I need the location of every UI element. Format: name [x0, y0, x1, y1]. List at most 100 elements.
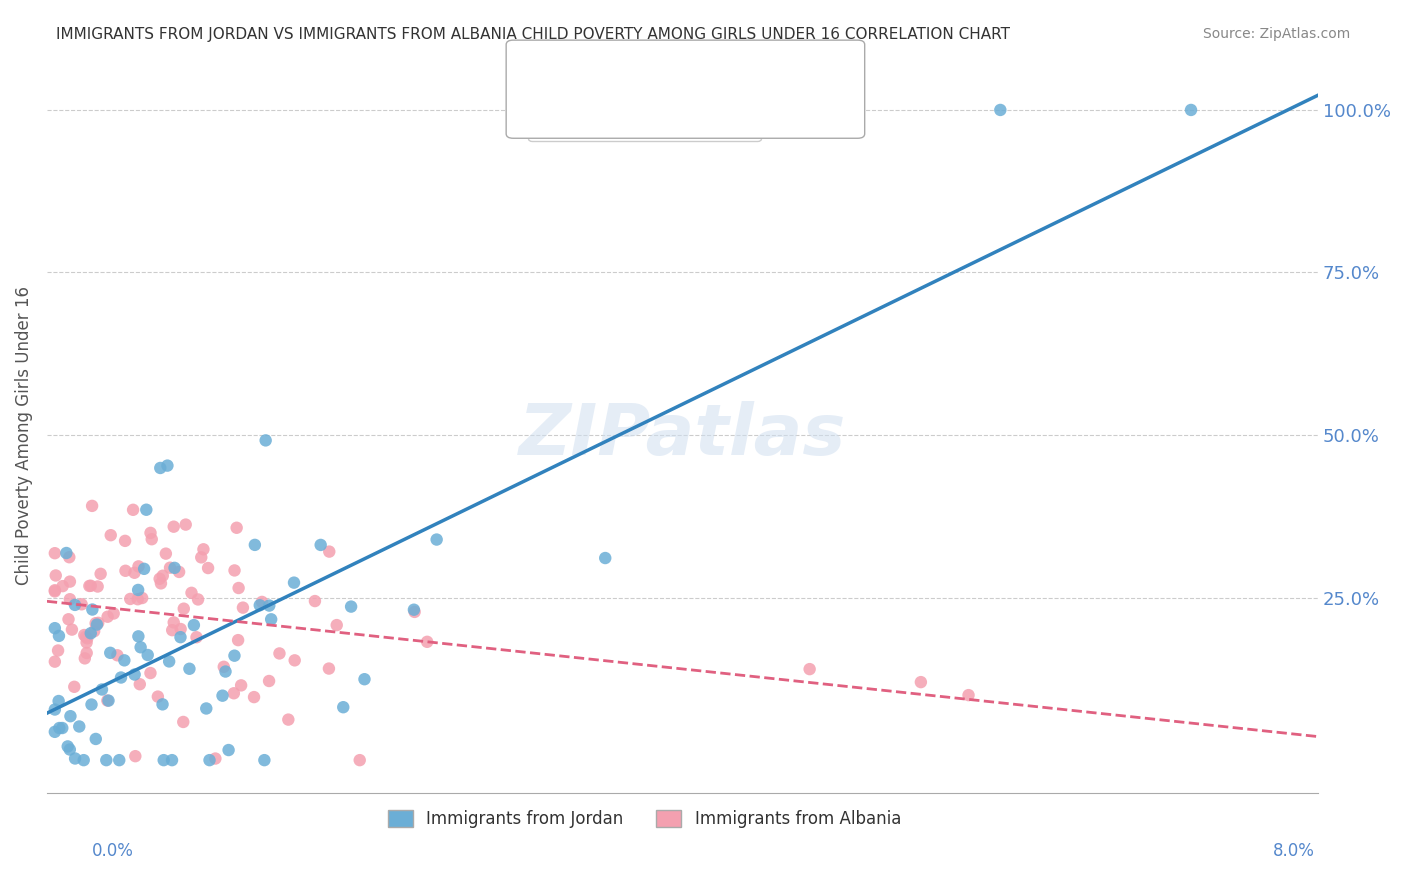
Immigrants from Jordan	[80, 698, 103, 712]
Immigrants from Albania	[180, 586, 202, 600]
Immigrants from Albania	[60, 623, 83, 637]
Immigrants from Albania	[226, 633, 249, 648]
Immigrants from Jordan	[91, 682, 114, 697]
Immigrants from Jordan	[157, 654, 180, 668]
Immigrants from Jordan	[152, 698, 174, 712]
Immigrants from Jordan	[48, 721, 70, 735]
Immigrants from Albania	[149, 572, 172, 586]
Immigrants from Jordan	[169, 630, 191, 644]
Immigrants from Albania	[243, 690, 266, 705]
Immigrants from Jordan	[253, 753, 276, 767]
Immigrants from Albania	[44, 584, 66, 599]
Immigrants from Albania	[97, 609, 120, 624]
Immigrants from Albania	[141, 532, 163, 546]
Immigrants from Jordan	[108, 753, 131, 767]
Immigrants from Jordan	[198, 753, 221, 767]
Immigrants from Jordan	[132, 562, 155, 576]
Immigrants from Albania	[204, 751, 226, 765]
Immigrants from Albania	[304, 594, 326, 608]
Immigrants from Jordan	[127, 582, 149, 597]
Immigrants from Albania	[163, 519, 186, 533]
Immigrants from Jordan	[183, 618, 205, 632]
Immigrants from Jordan	[259, 599, 281, 613]
Immigrants from Albania	[193, 542, 215, 557]
Immigrants from Albania	[73, 628, 96, 642]
Immigrants from Albania	[44, 583, 66, 598]
Immigrants from Albania	[59, 592, 82, 607]
Text: Source: ZipAtlas.com: Source: ZipAtlas.com	[1202, 27, 1350, 41]
Immigrants from Jordan	[44, 702, 66, 716]
Immigrants from Jordan	[48, 694, 70, 708]
Text: 8.0%: 8.0%	[1272, 842, 1315, 860]
Immigrants from Albania	[163, 615, 186, 630]
Immigrants from Jordan	[112, 653, 135, 667]
Immigrants from Jordan	[84, 731, 107, 746]
Immigrants from Albania	[100, 528, 122, 542]
Immigrants from Jordan	[98, 646, 121, 660]
Immigrants from Albania	[79, 579, 101, 593]
Immigrants from Jordan	[135, 502, 157, 516]
Immigrants from Albania	[44, 546, 66, 560]
Immigrants from Albania	[173, 601, 195, 615]
Immigrants from Albania	[63, 680, 86, 694]
Immigrants from Albania	[76, 646, 98, 660]
Immigrants from Albania	[257, 673, 280, 688]
Immigrants from Albania	[269, 647, 291, 661]
Immigrants from Jordan	[332, 700, 354, 714]
Immigrants from Jordan	[249, 599, 271, 613]
Immigrants from Jordan	[195, 701, 218, 715]
Immigrants from Albania	[59, 574, 82, 589]
Immigrants from Albania	[186, 630, 208, 644]
Immigrants from Albania	[277, 713, 299, 727]
Immigrants from Jordan	[59, 742, 82, 756]
Immigrants from Albania	[172, 714, 194, 729]
Immigrants from Jordan	[67, 719, 90, 733]
Immigrants from Albania	[139, 666, 162, 681]
Immigrants from Albania	[284, 653, 307, 667]
Immigrants from Jordan	[309, 538, 332, 552]
Immigrants from Albania	[318, 662, 340, 676]
Immigrants from Albania	[124, 749, 146, 764]
Immigrants from Jordan	[136, 648, 159, 662]
Immigrants from Jordan	[96, 753, 118, 767]
Immigrants from Albania	[197, 561, 219, 575]
Immigrants from Jordan	[224, 648, 246, 663]
Immigrants from Jordan	[214, 665, 236, 679]
Immigrants from Jordan	[63, 751, 86, 765]
Immigrants from Albania	[82, 499, 104, 513]
Immigrants from Jordan	[149, 461, 172, 475]
Immigrants from Albania	[58, 550, 80, 565]
Immigrants from Jordan	[82, 602, 104, 616]
Immigrants from Albania	[160, 623, 183, 637]
Immigrants from Albania	[122, 503, 145, 517]
Immigrants from Jordan	[426, 533, 449, 547]
Immigrants from Albania	[187, 592, 209, 607]
Immigrants from Albania	[128, 559, 150, 574]
Immigrants from Albania	[120, 591, 142, 606]
Immigrants from Albania	[90, 566, 112, 581]
Immigrants from Albania	[174, 517, 197, 532]
Immigrants from Albania	[404, 605, 426, 619]
Immigrants from Jordan	[55, 546, 77, 560]
Immigrants from Jordan	[353, 672, 375, 686]
Immigrants from Albania	[44, 655, 66, 669]
Immigrants from Albania	[114, 564, 136, 578]
Immigrants from Albania	[224, 563, 246, 577]
Immigrants from Jordan	[127, 629, 149, 643]
Immigrants from Jordan	[110, 671, 132, 685]
Immigrants from Albania	[167, 565, 190, 579]
Immigrants from Jordan	[152, 753, 174, 767]
Immigrants from Albania	[127, 592, 149, 607]
Immigrants from Jordan	[254, 434, 277, 448]
Immigrants from Albania	[155, 547, 177, 561]
Immigrants from Albania	[349, 753, 371, 767]
Immigrants from Jordan	[163, 561, 186, 575]
Immigrants from Jordan	[51, 721, 73, 735]
Immigrants from Jordan	[156, 458, 179, 473]
Immigrants from Jordan	[218, 743, 240, 757]
Immigrants from Albania	[152, 568, 174, 582]
Immigrants from Albania	[799, 662, 821, 676]
Immigrants from Jordan	[160, 753, 183, 767]
Immigrants from Albania	[228, 581, 250, 595]
Immigrants from Jordan	[86, 617, 108, 632]
